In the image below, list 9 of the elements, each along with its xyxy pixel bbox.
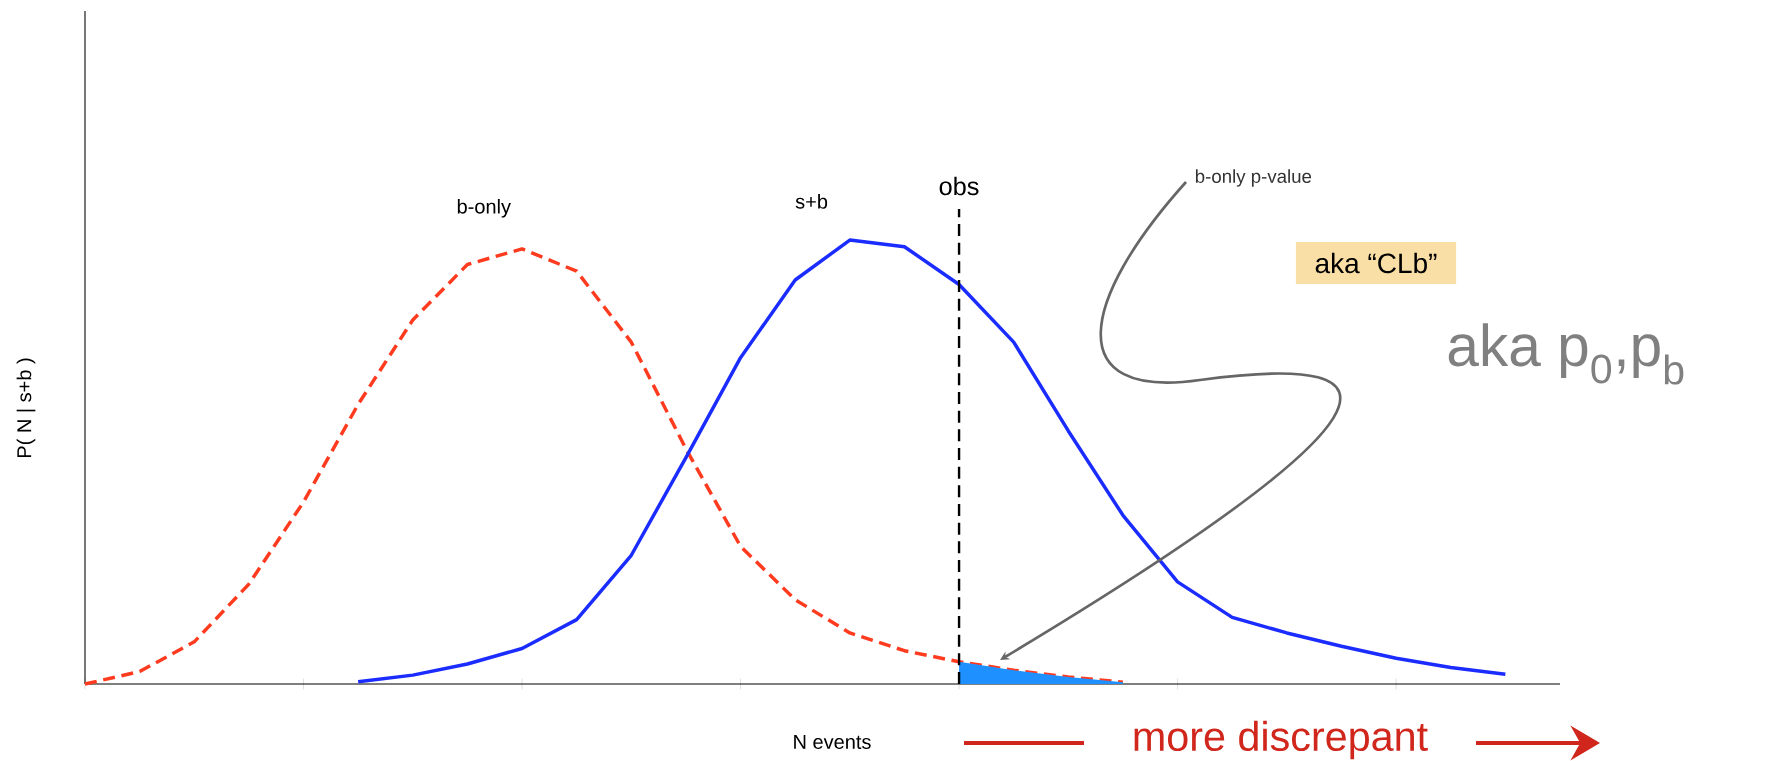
y-axis-title: P( N | s+b ) [16, 358, 36, 458]
text: b-only p-value [1195, 169, 1312, 187]
annotation: aka “CLb” [1315, 252, 1437, 274]
series-label: b-only [457, 198, 511, 218]
series-label: s+b [795, 194, 828, 209]
x-axis-title: N events [794, 735, 871, 749]
annotation: aka p$_{0}$,p$_{b}$ [1448, 323, 1684, 385]
text: more discrepant [1134, 720, 1428, 760]
text: obs [939, 176, 979, 196]
